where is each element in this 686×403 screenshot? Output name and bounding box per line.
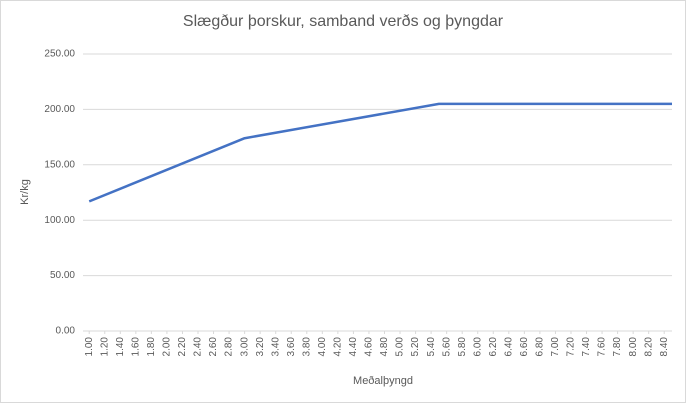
line-series (88, 102, 672, 203)
y-tick-label: 200.00 (44, 104, 75, 115)
x-tick-label: 5.60 (441, 337, 452, 357)
x-tick-label: 2.60 (208, 337, 219, 357)
x-tick-label: 7.80 (612, 337, 623, 357)
x-tick-label: 2.40 (193, 337, 204, 357)
x-tick-label: 7.60 (597, 337, 608, 357)
x-tick-label: 6.60 (519, 337, 530, 357)
x-tick-label: 3.60 (286, 337, 297, 357)
x-tick-label: 1.20 (99, 337, 110, 357)
x-tick-label: 2.00 (162, 337, 173, 357)
x-tick-label: 1.80 (146, 337, 157, 357)
y-axis-label: Kr/kg (19, 179, 31, 205)
y-tick-label: 150.00 (44, 159, 75, 170)
x-tick-label: 4.40 (348, 337, 359, 357)
x-tick-label: 7.00 (550, 337, 561, 357)
x-tick-label: 8.00 (628, 337, 639, 357)
y-tick-label: 100.00 (44, 215, 75, 226)
x-tick-label: 6.20 (488, 337, 499, 357)
x-tick-label: 3.40 (270, 337, 281, 357)
x-tick-label: 3.20 (255, 337, 266, 357)
x-tick-label: 3.80 (301, 337, 312, 357)
x-tick-label: 4.20 (333, 337, 344, 357)
x-tick-label: 5.20 (410, 337, 421, 357)
x-tick-label: 6.80 (535, 337, 546, 357)
x-axis-label: Meðalþyngd (353, 375, 413, 387)
x-tick-label: 7.40 (581, 337, 592, 357)
x-tick-label: 5.00 (395, 337, 406, 357)
x-tick-label: 1.40 (115, 337, 126, 357)
x-tick-label: 6.40 (503, 337, 514, 357)
x-tick-label: 8.40 (659, 337, 670, 357)
chart-title: Slægður þorskur, samband verðs og þyngda… (183, 13, 504, 30)
x-tick-label: 6.00 (472, 337, 483, 357)
y-tick-label: 50.00 (50, 270, 75, 281)
x-tick-label: 1.60 (130, 337, 141, 357)
x-tick-label: 1.00 (84, 337, 95, 357)
x-tick-label: 5.80 (457, 337, 468, 357)
x-tick-label: 4.00 (317, 337, 328, 357)
x-tick-label: 4.60 (364, 337, 375, 357)
x-tick-label: 8.20 (643, 337, 654, 357)
x-tick-label: 2.20 (177, 337, 188, 357)
y-tick-label: 250.00 (44, 49, 75, 60)
x-tick-label: 2.80 (224, 337, 235, 357)
x-tick-label: 3.00 (239, 337, 250, 357)
x-tick-label: 4.80 (379, 337, 390, 357)
x-tick-label: 7.20 (566, 337, 577, 357)
y-tick-label: 0.00 (56, 326, 76, 337)
x-tick-label: 5.40 (426, 337, 437, 357)
